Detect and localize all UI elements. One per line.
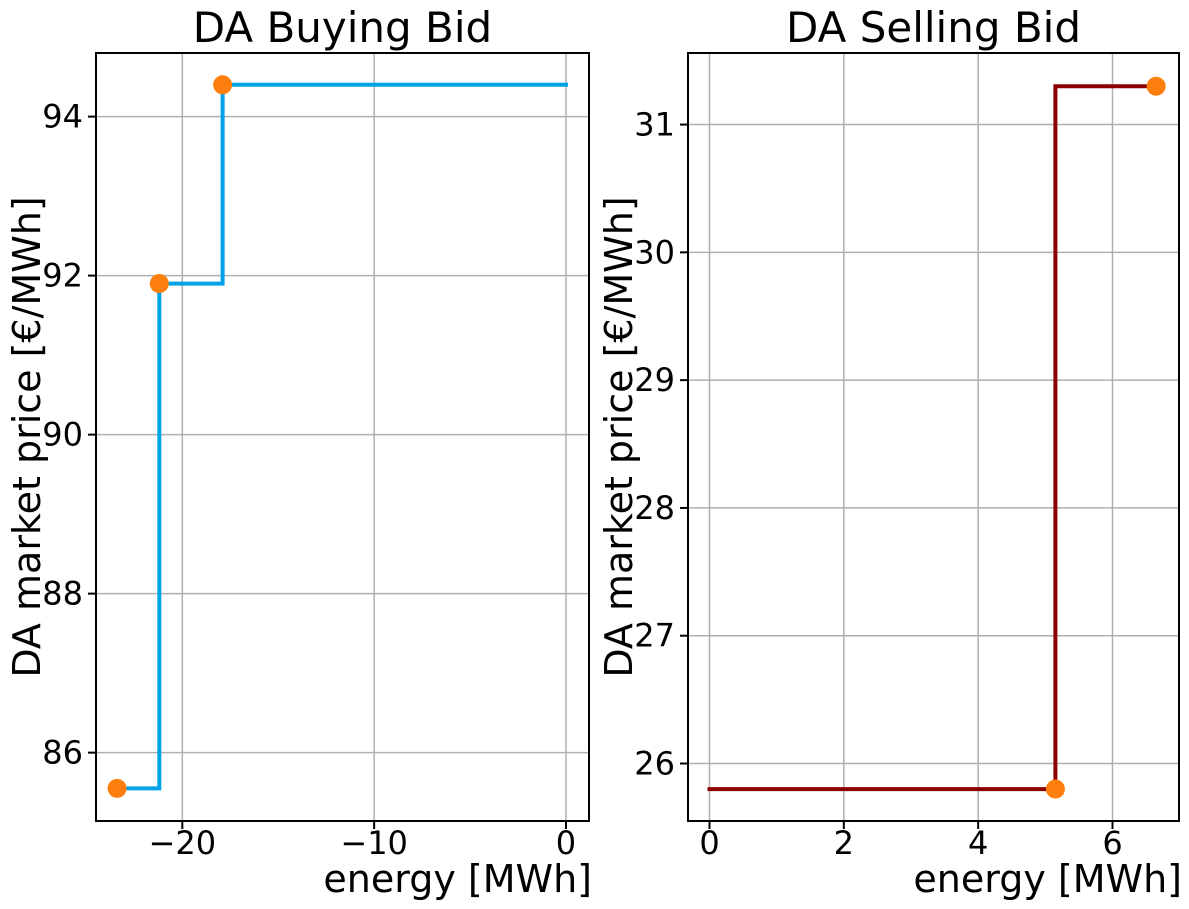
y-axis-label: DA market price [€/MWh] (5, 196, 49, 677)
bid-point-marker (107, 778, 127, 798)
bid-point-marker (1146, 76, 1166, 96)
y-tick-label: 86 (42, 734, 83, 772)
x-tick-label: 2 (834, 824, 854, 862)
y-tick-label: 31 (634, 106, 675, 144)
y-tick-label: 94 (42, 98, 83, 136)
y-tick-label: 88 (42, 575, 83, 613)
x-tick-label: −10 (340, 824, 408, 862)
x-tick-label: 4 (968, 824, 988, 862)
x-tick-label: 6 (1102, 824, 1122, 862)
plot-border (687, 52, 1180, 822)
x-tick-label: 0 (556, 824, 576, 862)
x-axis-label: energy [MWh] (323, 857, 592, 901)
bid-step-line (115, 82, 568, 791)
y-tick-label: 90 (42, 416, 83, 454)
chart-title: DA Selling Bid (786, 3, 1081, 52)
y-axis-label: DA market price [€/MWh] (597, 196, 641, 677)
x-tick-label: 0 (699, 824, 719, 862)
x-axis-label: energy [MWh] (913, 857, 1182, 901)
y-tick-label: 27 (634, 617, 675, 655)
da-buying-bid-chart: −20 −10 0 86 88 90 92 94 DA Buying Bid energy [MW… (5, 3, 592, 901)
plot-border (95, 52, 590, 822)
y-tick-label: 30 (634, 233, 675, 271)
y-tick-label: 92 (42, 257, 83, 295)
y-tick-label: 29 (634, 361, 675, 399)
bid-point-marker (1045, 779, 1065, 799)
da-selling-bid-chart: 0 2 4 6 26 27 28 29 30 31 DA Selling Bid energy [MW… (597, 3, 1182, 901)
bid-point-marker (149, 274, 169, 294)
y-tick-label: 28 (634, 489, 675, 527)
bid-point-marker (213, 75, 233, 95)
bid-step-line (707, 84, 1159, 792)
chart-title: DA Buying Bid (193, 3, 492, 52)
y-tick-label: 26 (634, 744, 675, 782)
x-tick-label: −20 (149, 824, 217, 862)
